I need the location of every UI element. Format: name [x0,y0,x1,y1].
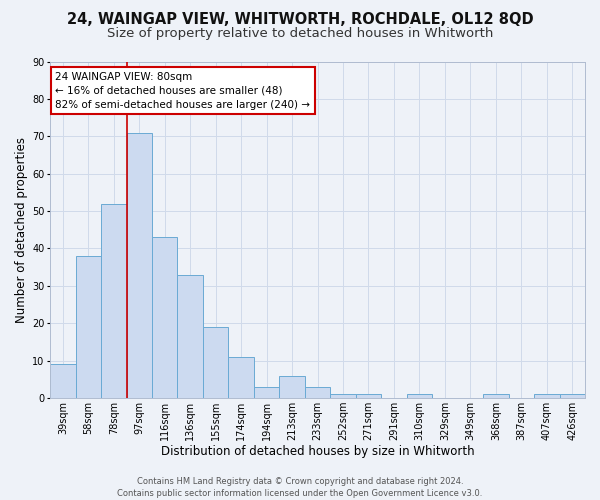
Text: Size of property relative to detached houses in Whitworth: Size of property relative to detached ho… [107,28,493,40]
Bar [50,364,76,398]
Bar [101,204,127,398]
Bar [534,394,560,398]
Bar [305,387,330,398]
Text: 24, WAINGAP VIEW, WHITWORTH, ROCHDALE, OL12 8QD: 24, WAINGAP VIEW, WHITWORTH, ROCHDALE, O… [67,12,533,28]
X-axis label: Distribution of detached houses by size in Whitworth: Distribution of detached houses by size … [161,444,475,458]
Bar [152,238,178,398]
Bar [483,394,509,398]
Bar [127,132,152,398]
Bar [229,357,254,398]
Bar [203,327,229,398]
Bar [330,394,356,398]
Bar [356,394,381,398]
Bar [76,256,101,398]
Bar [254,387,280,398]
Y-axis label: Number of detached properties: Number of detached properties [15,137,28,323]
Bar [407,394,432,398]
Text: Contains HM Land Registry data © Crown copyright and database right 2024.
Contai: Contains HM Land Registry data © Crown c… [118,476,482,498]
Bar [280,376,305,398]
Bar [178,274,203,398]
Bar [560,394,585,398]
Text: 24 WAINGAP VIEW: 80sqm
← 16% of detached houses are smaller (48)
82% of semi-det: 24 WAINGAP VIEW: 80sqm ← 16% of detached… [55,72,310,110]
